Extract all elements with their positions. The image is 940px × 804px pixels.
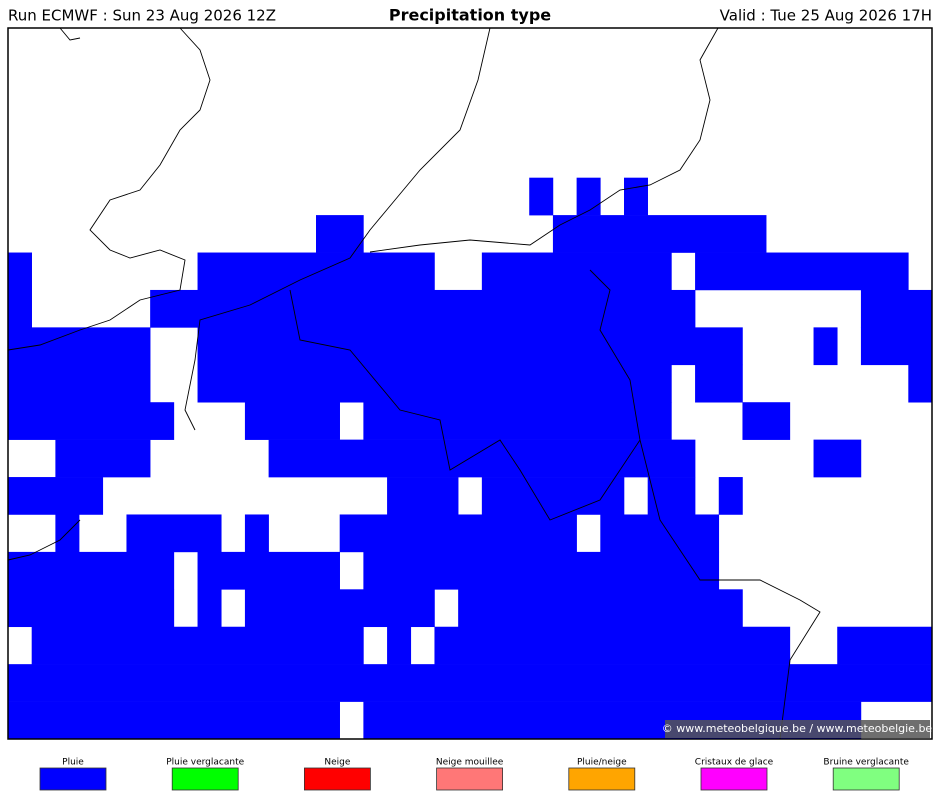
legend-label: Cristaux de glace (695, 758, 774, 768)
rain-cell (860, 327, 933, 366)
rain-cell (8, 364, 151, 403)
credit-box (665, 720, 930, 738)
rain-cell (197, 589, 222, 628)
rain-cell (529, 177, 554, 216)
legend-label: Pluie (62, 758, 84, 768)
rain-cell (742, 402, 791, 440)
rain-cell (55, 439, 151, 478)
coast-france-north (184, 27, 491, 431)
credit: © www.meteobelgique.be / www.meteobelgie… (662, 722, 933, 735)
legend-swatch (436, 767, 504, 791)
run-label: Run ECMWF : Sun 23 Aug 2026 12Z (8, 7, 276, 25)
map-frame (7, 27, 933, 740)
rain-cell (8, 701, 340, 740)
rain-cell (31, 626, 364, 665)
rain-cell (481, 252, 672, 291)
legend-label: Bruine verglacante (823, 758, 909, 768)
legend-swatch (568, 767, 636, 791)
coast-west (7, 519, 81, 561)
rain-cell (695, 252, 909, 291)
coastlines (7, 27, 821, 740)
rain-cell (813, 327, 838, 366)
rain-cell (244, 402, 340, 440)
rain-cell (55, 514, 80, 553)
rain-cell (552, 215, 767, 253)
rain-cell (647, 477, 696, 515)
legend-label: Pluie/neige (577, 758, 627, 768)
rain-cell (576, 177, 601, 216)
rain-cell (434, 626, 791, 665)
rain-cell (860, 289, 933, 328)
rain-cell (458, 589, 743, 628)
rain-cell (363, 402, 672, 440)
rain-cell (8, 402, 175, 440)
legend-label: Neige mouillee (436, 758, 504, 768)
rain-cell (387, 477, 459, 515)
rain-cell (244, 589, 435, 628)
legend-label: Pluie verglacante (166, 758, 244, 768)
rain-cell (813, 439, 862, 478)
precip-grid (8, 177, 933, 740)
coast-netherlands (369, 27, 719, 253)
rain-cell (8, 589, 175, 628)
rain-cell (8, 477, 104, 515)
rain-cell (387, 626, 412, 665)
rain-cell (197, 364, 672, 403)
border-east (639, 439, 821, 740)
legend-swatch (832, 767, 900, 791)
rain-cell (339, 514, 577, 553)
rain-cell (197, 327, 743, 366)
border-belgium (289, 269, 641, 521)
rain-cell (126, 514, 222, 553)
legend-swatch (303, 767, 371, 791)
rain-cell (481, 477, 625, 515)
rain-cell (150, 289, 696, 328)
rain-cell (8, 551, 175, 590)
rain-cell (363, 551, 720, 590)
rain-cell (244, 514, 269, 553)
rain-cell (268, 439, 696, 478)
valid-label: Valid : Tue 25 Aug 2026 17H (720, 7, 932, 25)
legend-swatch (171, 767, 239, 791)
rain-cell (837, 626, 933, 665)
rain-cell (695, 364, 743, 403)
rain-cell (718, 477, 743, 515)
rain-cell (8, 252, 32, 291)
rain-cell (8, 289, 32, 328)
legend-swatch (39, 767, 107, 791)
rain-cell (600, 514, 720, 553)
rain-cell (624, 177, 648, 216)
map-title: Precipitation type (389, 6, 551, 25)
rain-cell (316, 215, 364, 253)
rain-cell (908, 364, 933, 403)
legend: Pluie Pluie verglacante Neige Neige mouille… (39, 758, 909, 791)
rain-cell (197, 551, 340, 590)
rain-cell (197, 252, 435, 291)
legend-swatch (700, 767, 768, 791)
rain-cell (8, 664, 933, 702)
legend-label: Neige (324, 758, 350, 768)
coast-england (7, 27, 211, 351)
